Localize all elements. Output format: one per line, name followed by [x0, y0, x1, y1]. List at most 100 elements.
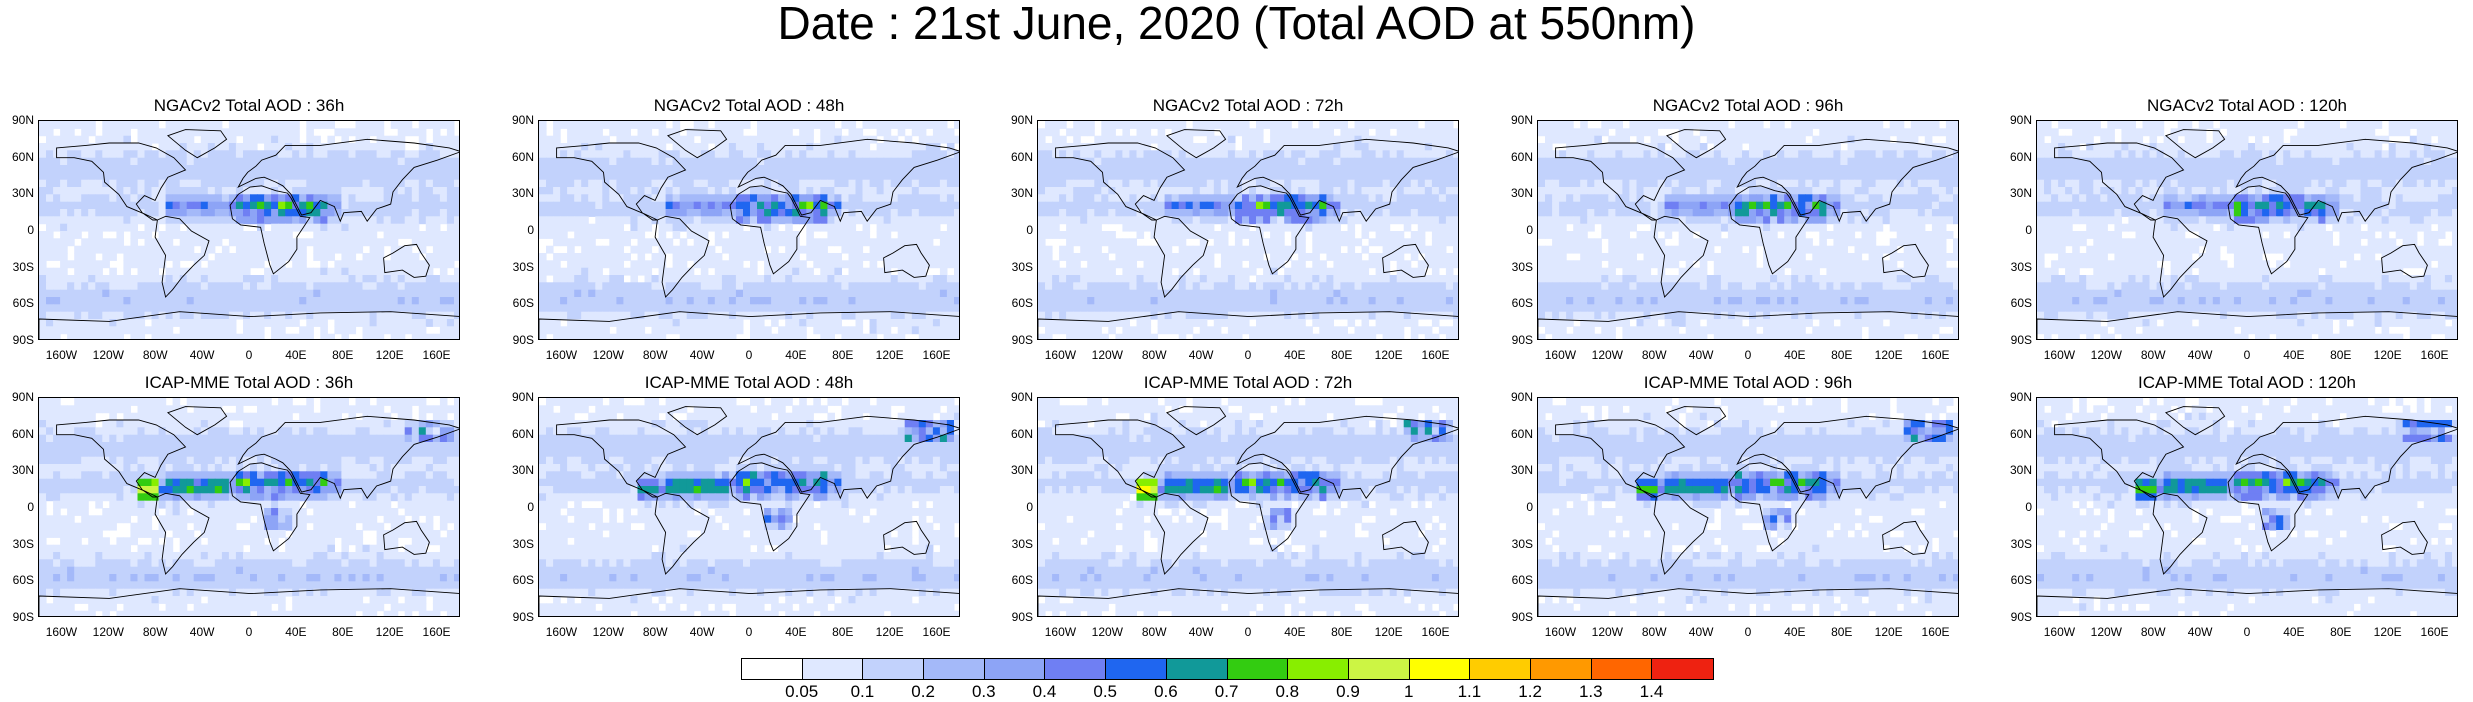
- colorbar-tick-label: 0.4: [1020, 682, 1070, 702]
- panel-title: NGACv2 Total AOD : 72h: [1037, 96, 1459, 116]
- lon-tick-label: 120W: [586, 348, 630, 362]
- lon-tick-label: 40W: [1679, 625, 1723, 639]
- lon-tick-label: 120E: [1367, 625, 1411, 639]
- lon-tick-label: 120E: [1367, 348, 1411, 362]
- lat-tick-label: 90S: [4, 333, 34, 347]
- lat-tick-label: 30S: [1503, 260, 1533, 274]
- lon-tick-label: 40E: [274, 348, 318, 362]
- lat-tick-label: 90N: [1503, 390, 1533, 404]
- aod-map: [2036, 397, 2458, 617]
- lat-tick-label: 0: [1003, 223, 1033, 237]
- lat-tick-label: 90S: [2002, 610, 2032, 624]
- lon-tick-label: 120W: [1085, 625, 1129, 639]
- colorbar: [741, 658, 1714, 680]
- lat-tick-label: 0: [1503, 223, 1533, 237]
- lat-tick-label: 30N: [1003, 463, 1033, 477]
- lon-tick-label: 160W: [539, 348, 583, 362]
- lat-tick-label: 30S: [504, 260, 534, 274]
- lon-tick-label: 40W: [180, 348, 224, 362]
- lat-tick-label: 90N: [504, 113, 534, 127]
- lon-tick-label: 80E: [2319, 348, 2363, 362]
- lat-tick-label: 90N: [4, 113, 34, 127]
- lat-tick-label: 60S: [1503, 573, 1533, 587]
- lat-tick-label: 60N: [2002, 427, 2032, 441]
- colorbar-swatch: [1531, 659, 1592, 679]
- lat-tick-label: 60S: [2002, 296, 2032, 310]
- lat-tick-label: 90S: [504, 610, 534, 624]
- aod-map: [1037, 397, 1459, 617]
- lon-tick-label: 40W: [680, 625, 724, 639]
- colorbar-swatch: [863, 659, 924, 679]
- colorbar-swatch: [985, 659, 1046, 679]
- colorbar-swatch: [1592, 659, 1653, 679]
- aod-map: [538, 397, 960, 617]
- lon-tick-label: 160W: [39, 348, 83, 362]
- lat-tick-label: 60N: [504, 427, 534, 441]
- lat-tick-label: 30S: [1503, 537, 1533, 551]
- lon-tick-label: 40W: [2178, 348, 2222, 362]
- lon-tick-label: 80E: [1320, 625, 1364, 639]
- colorbar-tick-label: 0.7: [1202, 682, 1252, 702]
- lat-tick-label: 0: [4, 223, 34, 237]
- lon-tick-label: 80W: [133, 625, 177, 639]
- lat-tick-label: 90N: [1003, 390, 1033, 404]
- colorbar-tick-label: 0.6: [1141, 682, 1191, 702]
- lon-tick-label: 40E: [774, 348, 818, 362]
- lat-tick-label: 60S: [4, 573, 34, 587]
- lat-tick-label: 0: [504, 500, 534, 514]
- colorbar-swatch: [1349, 659, 1410, 679]
- lon-tick-label: 80W: [1632, 625, 1676, 639]
- lon-tick-label: 160W: [1538, 348, 1582, 362]
- lon-tick-label: 40E: [2272, 348, 2316, 362]
- lat-tick-label: 60S: [1003, 296, 1033, 310]
- lat-tick-label: 60N: [4, 150, 34, 164]
- lat-tick-label: 60S: [2002, 573, 2032, 587]
- lat-tick-label: 60S: [4, 296, 34, 310]
- lon-tick-label: 40E: [1773, 625, 1817, 639]
- main-title: Date : 21st June, 2020 (Total AOD at 550…: [0, 0, 2473, 46]
- lon-tick-label: 80W: [2131, 348, 2175, 362]
- lat-tick-label: 60N: [1503, 150, 1533, 164]
- aod-map: [2036, 120, 2458, 340]
- lat-tick-label: 30N: [504, 186, 534, 200]
- lat-tick-label: 30N: [4, 463, 34, 477]
- lon-tick-label: 80E: [821, 348, 865, 362]
- lon-tick-label: 80W: [1132, 348, 1176, 362]
- lat-tick-label: 30S: [4, 537, 34, 551]
- lon-tick-label: 160E: [415, 348, 459, 362]
- lon-tick-label: 160W: [1038, 348, 1082, 362]
- lon-tick-label: 120E: [868, 348, 912, 362]
- panel-title: NGACv2 Total AOD : 120h: [2036, 96, 2458, 116]
- lon-tick-label: 160W: [2037, 348, 2081, 362]
- aod-map: [1537, 120, 1959, 340]
- lon-tick-label: 40E: [774, 625, 818, 639]
- lon-tick-label: 80E: [1820, 625, 1864, 639]
- lon-tick-label: 40E: [1273, 625, 1317, 639]
- lon-tick-label: 120W: [2084, 625, 2128, 639]
- colorbar-tick-label: 1: [1384, 682, 1434, 702]
- aod-map: [1037, 120, 1459, 340]
- panel-title: ICAP-MME Total AOD : 120h: [2036, 373, 2458, 393]
- lon-tick-label: 120W: [1585, 348, 1629, 362]
- lat-tick-label: 60S: [1003, 573, 1033, 587]
- panel-title: ICAP-MME Total AOD : 48h: [538, 373, 960, 393]
- panel-title: NGACv2 Total AOD : 96h: [1537, 96, 1959, 116]
- lon-tick-label: 160E: [1414, 625, 1458, 639]
- colorbar-tick-label: 0.05: [777, 682, 827, 702]
- lat-tick-label: 60N: [1003, 150, 1033, 164]
- lon-tick-label: 80W: [2131, 625, 2175, 639]
- lon-tick-label: 120W: [86, 625, 130, 639]
- lat-tick-label: 0: [2002, 500, 2032, 514]
- lon-tick-label: 40W: [1679, 348, 1723, 362]
- colorbar-swatch: [1288, 659, 1349, 679]
- lon-tick-label: 160E: [2413, 348, 2457, 362]
- aod-map: [1537, 397, 1959, 617]
- lon-tick-label: 0: [1726, 348, 1770, 362]
- lat-tick-label: 0: [504, 223, 534, 237]
